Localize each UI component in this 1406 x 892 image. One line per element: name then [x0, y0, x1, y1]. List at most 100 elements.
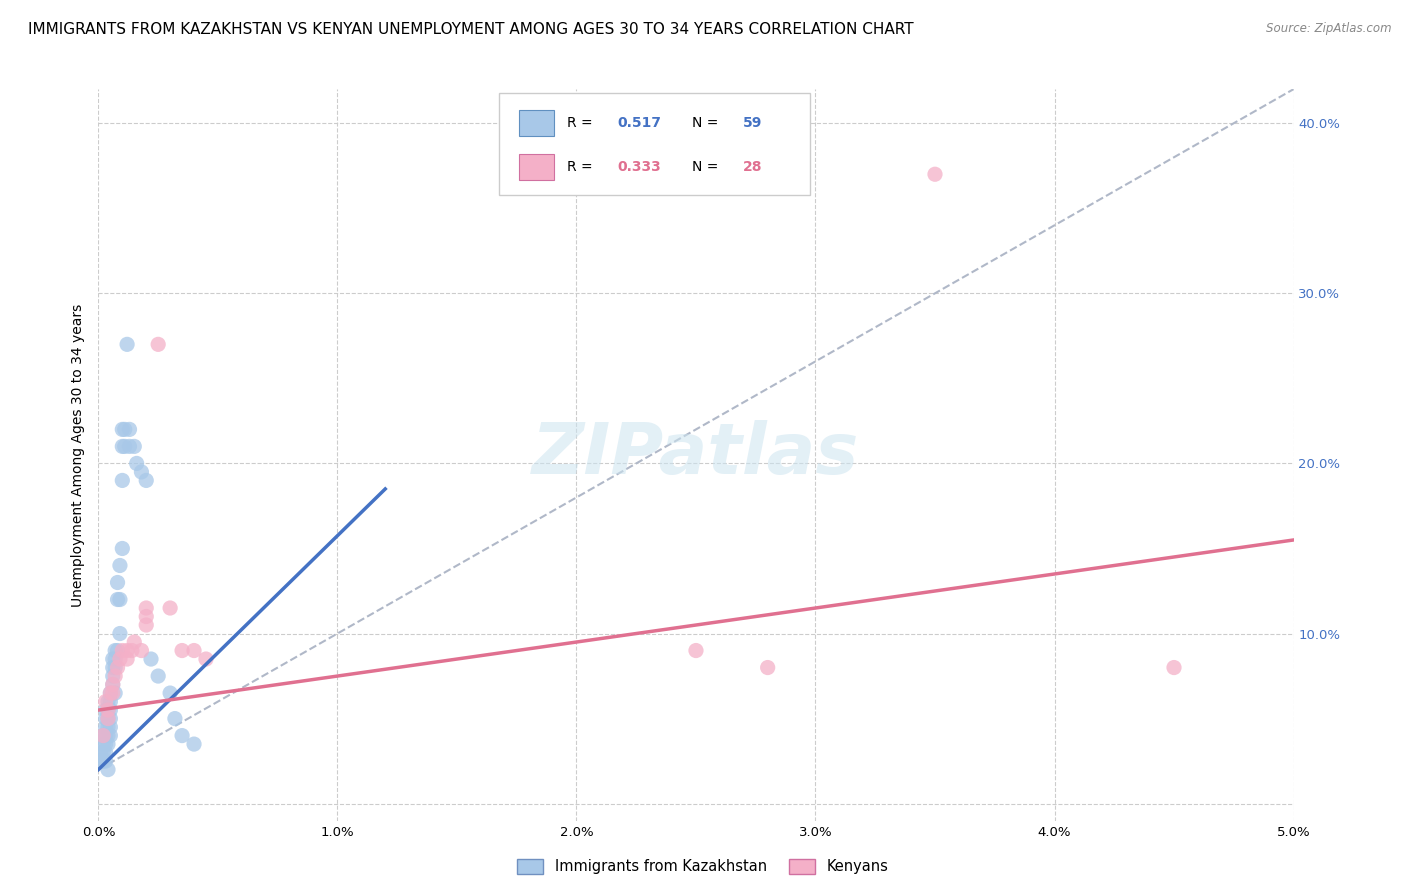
Point [183, 737, 205, 751]
Point [107, 643, 129, 657]
Point [94, 703, 117, 717]
Point [163, 712, 186, 726]
Point [100, 712, 122, 726]
Point [104, 643, 127, 657]
Point [195, 652, 218, 666]
Text: IMMIGRANTS FROM KAZAKHSTAN VS KENYAN UNEMPLOYMENT AMONG AGES 30 TO 34 YEARS CORR: IMMIGRANTS FROM KAZAKHSTAN VS KENYAN UNE… [28, 22, 914, 37]
Point [111, 541, 134, 556]
Text: N =: N = [692, 160, 723, 174]
Point [97, 712, 120, 726]
Point [97, 712, 120, 726]
Point [101, 686, 124, 700]
Text: R =: R = [567, 116, 598, 130]
Point [115, 643, 138, 657]
Point [100, 703, 122, 717]
Point [108, 652, 131, 666]
FancyBboxPatch shape [499, 93, 810, 195]
Text: 0.517: 0.517 [617, 116, 661, 130]
Point [94, 737, 117, 751]
Point [183, 643, 205, 657]
Point [124, 439, 146, 453]
Point [107, 575, 129, 590]
Point [685, 643, 707, 657]
Point [97, 737, 120, 751]
Point [924, 167, 946, 181]
Point [107, 592, 129, 607]
Point [135, 618, 157, 632]
Point [97, 703, 120, 717]
Point [148, 669, 170, 683]
Point [94, 729, 117, 743]
Point [97, 729, 120, 743]
Point [172, 729, 194, 743]
Point [94, 712, 117, 726]
Point [159, 686, 181, 700]
Point [114, 422, 136, 436]
Point [101, 660, 124, 674]
Point [108, 558, 131, 573]
Point [114, 439, 136, 453]
Point [1163, 660, 1185, 674]
Point [148, 337, 170, 351]
Point [125, 457, 148, 471]
Legend: Immigrants from Kazakhstan, Kenyans: Immigrants from Kazakhstan, Kenyans [512, 853, 894, 880]
Point [100, 695, 122, 709]
Point [100, 686, 122, 700]
Point [139, 652, 162, 666]
Point [101, 677, 124, 691]
Point [104, 686, 127, 700]
Point [111, 474, 134, 488]
Point [131, 465, 153, 479]
Point [115, 652, 138, 666]
Point [115, 337, 138, 351]
Point [91, 737, 114, 751]
Point [97, 695, 120, 709]
Point [135, 609, 157, 624]
Point [90, 746, 112, 760]
Point [94, 695, 117, 709]
FancyBboxPatch shape [519, 153, 554, 180]
Text: 28: 28 [742, 160, 762, 174]
Text: Source: ZipAtlas.com: Source: ZipAtlas.com [1267, 22, 1392, 36]
Point [91, 746, 114, 760]
Point [91, 754, 114, 768]
Point [90, 754, 112, 768]
Point [97, 763, 120, 777]
Point [121, 643, 143, 657]
Point [97, 720, 120, 734]
Point [100, 686, 122, 700]
Point [104, 669, 127, 683]
Point [104, 652, 127, 666]
Point [108, 592, 131, 607]
Text: 59: 59 [742, 116, 762, 130]
Point [111, 643, 134, 657]
Point [100, 729, 122, 743]
Point [108, 626, 131, 640]
Point [91, 729, 114, 743]
Point [94, 754, 117, 768]
FancyBboxPatch shape [519, 110, 554, 136]
Text: ZIPatlas: ZIPatlas [533, 420, 859, 490]
Point [124, 635, 146, 649]
Point [111, 439, 134, 453]
Point [118, 422, 141, 436]
Text: N =: N = [692, 116, 723, 130]
Point [111, 422, 134, 436]
Text: 0.333: 0.333 [617, 160, 661, 174]
Point [101, 652, 124, 666]
Text: R =: R = [567, 160, 598, 174]
Point [131, 643, 153, 657]
Point [101, 677, 124, 691]
Point [94, 746, 117, 760]
Point [135, 601, 157, 615]
Point [172, 643, 194, 657]
Point [756, 660, 779, 674]
Point [101, 669, 124, 683]
Point [118, 439, 141, 453]
Point [100, 720, 122, 734]
Point [91, 729, 114, 743]
Point [94, 720, 117, 734]
Point [97, 703, 120, 717]
Point [135, 474, 157, 488]
Point [107, 660, 129, 674]
